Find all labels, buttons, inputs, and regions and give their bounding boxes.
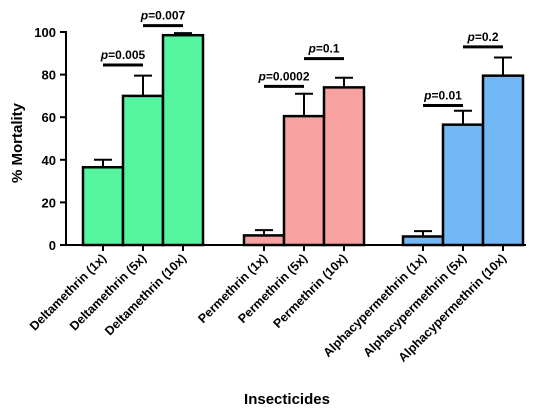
bar — [242, 234, 286, 247]
category-label: Permethrin (5x) — [235, 251, 310, 326]
bar — [282, 114, 326, 247]
bar — [121, 94, 165, 247]
bars-layer — [81, 33, 525, 247]
p-value-label: p=0.005 — [100, 48, 146, 62]
bar — [81, 166, 125, 247]
error-bars-layer — [94, 32, 512, 237]
bar — [401, 235, 445, 247]
bar — [161, 33, 205, 247]
bar — [322, 86, 366, 247]
y-tick-label: 60 — [42, 110, 56, 125]
y-tick-label: 20 — [42, 195, 56, 210]
p-value-label: p=0.2 — [466, 30, 498, 44]
y-ticks: 0 20 40 60 80 100 — [34, 25, 66, 253]
axes-layer — [65, 31, 526, 246]
category-labels: Deltamethrin (1x)Deltamethrin (5x)Deltam… — [27, 245, 509, 365]
y-tick-label: 80 — [42, 68, 56, 83]
p-value-label: p=0.1 — [307, 42, 339, 56]
significance-layer: p=0.005 p=0.007 p=0.0002 p=0.1 p=0.01 p=0.2 — [100, 9, 503, 107]
y-axis-title: % Mortality — [9, 102, 26, 183]
y-tick-label: 0 — [49, 238, 56, 253]
y-tick-label: 40 — [42, 153, 56, 168]
p-value-label: p=0.0002 — [257, 69, 309, 83]
category-label: Permethrin (1x) — [195, 251, 270, 326]
p-value-label: p=0.007 — [140, 9, 186, 23]
bar — [481, 74, 525, 247]
y-tick-label: 100 — [34, 25, 56, 40]
x-axis-title: Insecticides — [244, 391, 330, 408]
category-label: Permethrin (10x) — [270, 251, 350, 331]
p-value-label: p=0.01 — [423, 88, 462, 102]
bar — [441, 123, 485, 247]
